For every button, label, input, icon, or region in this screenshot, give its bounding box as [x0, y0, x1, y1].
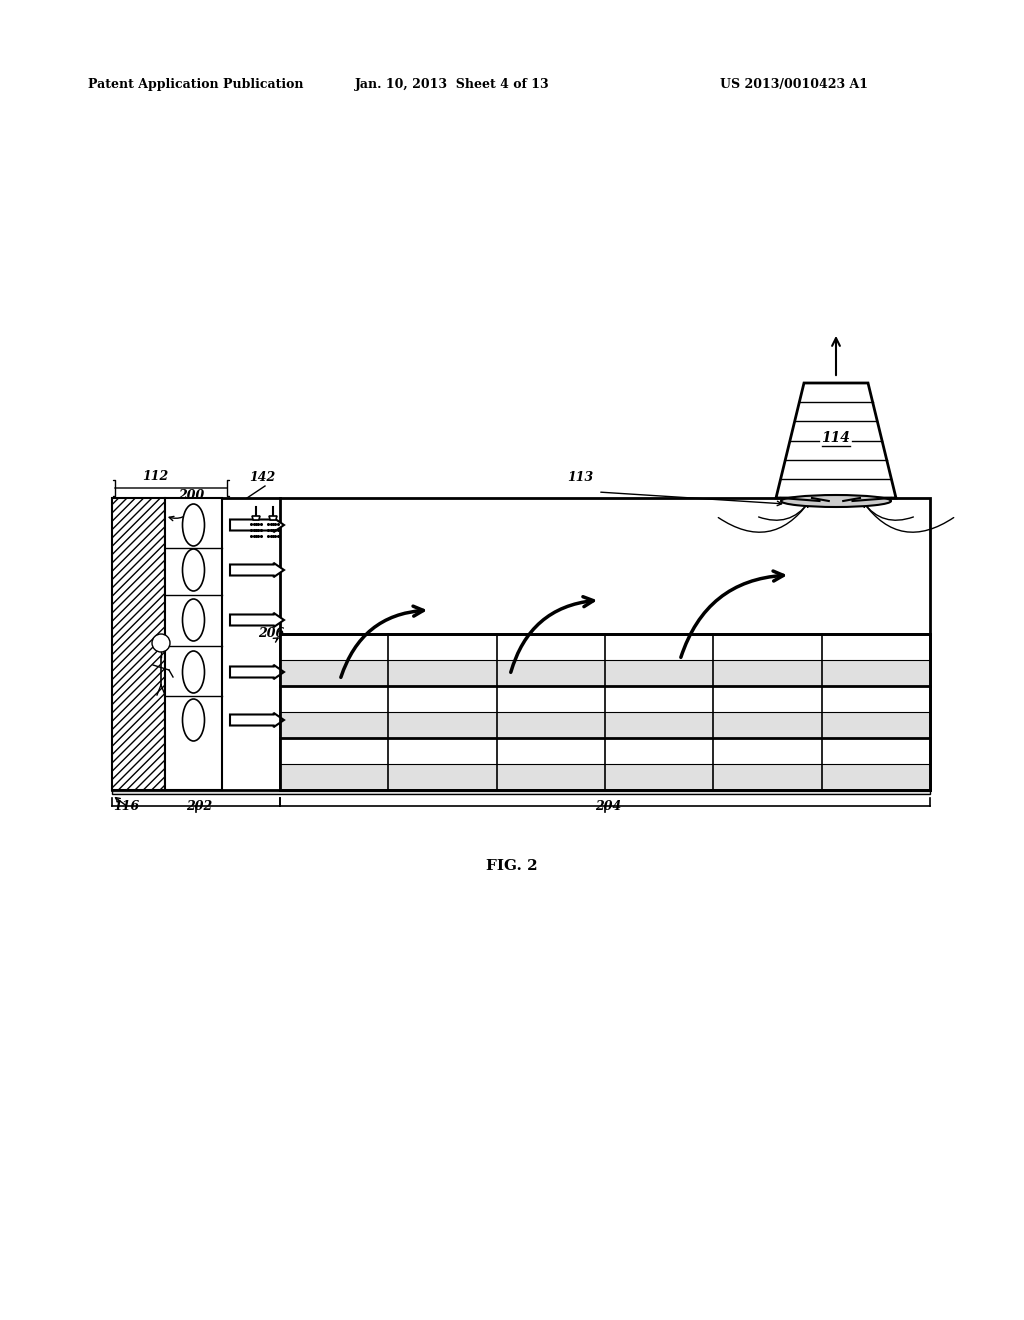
- Text: Patent Application Publication: Patent Application Publication: [88, 78, 303, 91]
- Bar: [112, 498, 165, 789]
- Text: 112: 112: [142, 470, 168, 483]
- Polygon shape: [269, 516, 278, 520]
- Text: 200: 200: [178, 488, 204, 502]
- Text: 113: 113: [567, 471, 593, 484]
- Ellipse shape: [182, 504, 205, 546]
- Text: US 2013/0010423 A1: US 2013/0010423 A1: [720, 78, 868, 91]
- Ellipse shape: [182, 651, 205, 693]
- Bar: [280, 711, 930, 738]
- Polygon shape: [230, 562, 284, 577]
- Bar: [280, 660, 930, 686]
- Bar: [112, 498, 930, 789]
- Bar: [165, 498, 222, 789]
- Circle shape: [152, 634, 170, 652]
- Polygon shape: [776, 383, 896, 498]
- Text: 116: 116: [113, 800, 139, 813]
- Text: 204: 204: [595, 800, 622, 813]
- Bar: [280, 686, 930, 711]
- Ellipse shape: [182, 599, 205, 642]
- Text: 206: 206: [258, 627, 285, 640]
- Ellipse shape: [182, 549, 205, 591]
- Bar: [280, 764, 930, 789]
- Text: Jan. 10, 2013  Sheet 4 of 13: Jan. 10, 2013 Sheet 4 of 13: [355, 78, 550, 91]
- Polygon shape: [230, 665, 284, 680]
- Ellipse shape: [781, 495, 891, 507]
- Bar: [112, 781, 930, 795]
- Bar: [280, 738, 930, 764]
- Text: 202: 202: [186, 800, 212, 813]
- Polygon shape: [230, 612, 284, 627]
- Polygon shape: [230, 517, 284, 532]
- Bar: [280, 634, 930, 789]
- Polygon shape: [252, 516, 260, 520]
- Text: FIG. 2: FIG. 2: [486, 859, 538, 873]
- Bar: [280, 634, 930, 660]
- Polygon shape: [230, 713, 284, 727]
- Text: 114: 114: [821, 432, 851, 445]
- Ellipse shape: [182, 700, 205, 741]
- Text: 142: 142: [249, 471, 275, 484]
